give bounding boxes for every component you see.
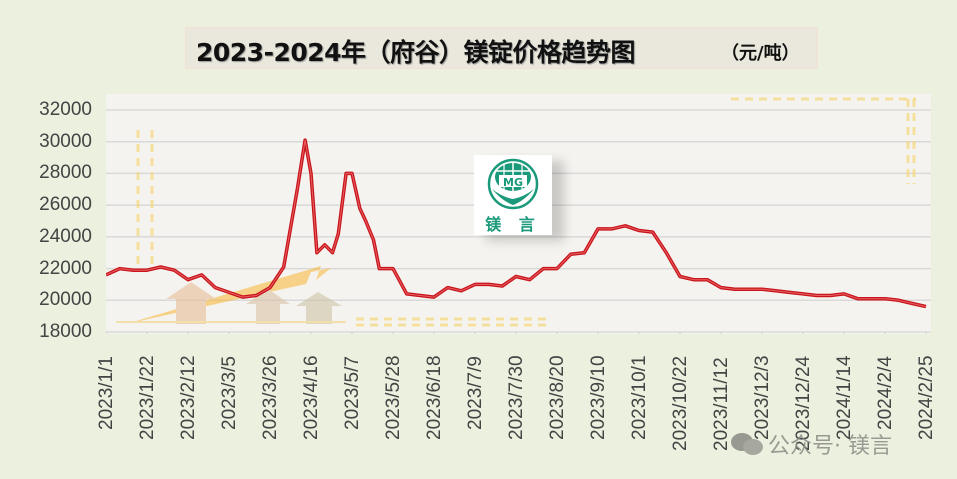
x-tick-label: 2023/4/16	[301, 355, 322, 441]
y-tick-label: 24000	[39, 225, 92, 247]
x-tick-label: 2023/1/1	[96, 355, 117, 430]
globe-icon: MG	[487, 158, 539, 210]
x-tick-label: 2023/2/12	[178, 355, 199, 441]
x-tick-label: 2023/5/28	[383, 355, 404, 441]
x-tick-label: 2023/9/10	[588, 355, 609, 441]
line-chart	[106, 97, 931, 334]
x-tick-label: 2023/3/26	[260, 355, 281, 441]
svg-text:MG: MG	[503, 176, 523, 189]
price-line	[106, 139, 927, 308]
watermark-text: 公众号· 镁言	[768, 434, 892, 459]
x-tick-label: 2023/7/30	[506, 355, 527, 441]
x-tick-label: 2023/10/22	[670, 355, 691, 451]
y-tick-label: 20000	[39, 289, 92, 311]
logo-text: 镁 言	[485, 215, 541, 234]
chart-unit: （元/吨）	[721, 43, 800, 64]
chart-title: 2023-2024年（府谷）镁锭价格趋势图	[196, 38, 636, 67]
chart-title-box: 2023-2024年（府谷）镁锭价格趋势图 （元/吨）	[185, 27, 818, 69]
x-tick-label: 2023/5/7	[342, 355, 363, 430]
x-tick-label: 2024/2/4	[875, 355, 896, 430]
y-tick-label: 22000	[39, 257, 92, 279]
wechat-icon	[731, 433, 763, 455]
y-tick-label: 26000	[39, 194, 92, 216]
x-tick-label: 2024/2/25	[916, 355, 937, 441]
y-tick-label: 30000	[39, 130, 92, 152]
x-tick-label: 2023/10/1	[629, 355, 650, 441]
x-tick-label: 2023/7/9	[465, 355, 486, 430]
x-tick-label: 2023/8/20	[547, 355, 568, 441]
mg-logo: MG 镁 言	[474, 155, 552, 235]
y-tick-label: 32000	[39, 99, 92, 120]
y-tick-label: 28000	[39, 162, 92, 184]
y-tick-label: 18000	[39, 321, 92, 342]
x-tick-label: 2023/6/18	[424, 355, 445, 441]
growth-arrows-graphic	[116, 266, 346, 324]
x-tick-label: 2023/1/22	[137, 355, 158, 441]
x-tick-label: 2023/3/5	[219, 355, 240, 430]
